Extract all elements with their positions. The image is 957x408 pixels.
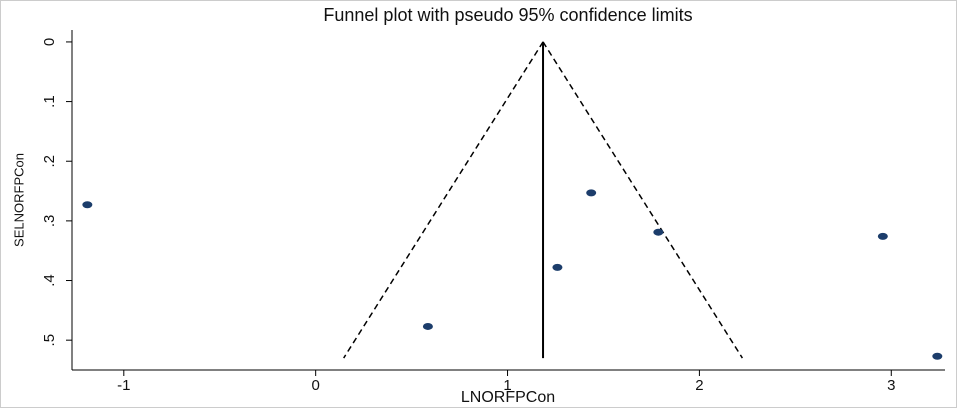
data-point (586, 189, 597, 197)
data-point (422, 322, 433, 330)
data-point (932, 352, 943, 360)
data-point (877, 232, 888, 240)
y-tick-label: .3 (41, 215, 58, 228)
y-tick-label: .5 (41, 334, 58, 347)
confidence-limit (343, 41, 544, 359)
x-axis-label: LNORFPCon (461, 389, 555, 406)
x-tick-label: 3 (887, 377, 895, 394)
chart-title: Funnel plot with pseudo 95% confidence l… (323, 5, 692, 25)
data-point (653, 228, 664, 236)
y-tick-label: 0 (41, 38, 58, 46)
data-point (552, 263, 563, 271)
x-tick-label: 1 (503, 377, 511, 394)
data-point (82, 201, 93, 209)
confidence-limit (542, 41, 744, 359)
y-tick-label: .2 (41, 155, 58, 168)
y-tick-label: .4 (41, 274, 58, 287)
y-tick-label: .1 (41, 95, 58, 108)
x-tick-label: 2 (695, 377, 703, 394)
x-tick-label: 0 (312, 377, 320, 394)
x-tick-label: -1 (117, 377, 130, 394)
y-axis-label: SELNORFPCon (11, 153, 26, 247)
